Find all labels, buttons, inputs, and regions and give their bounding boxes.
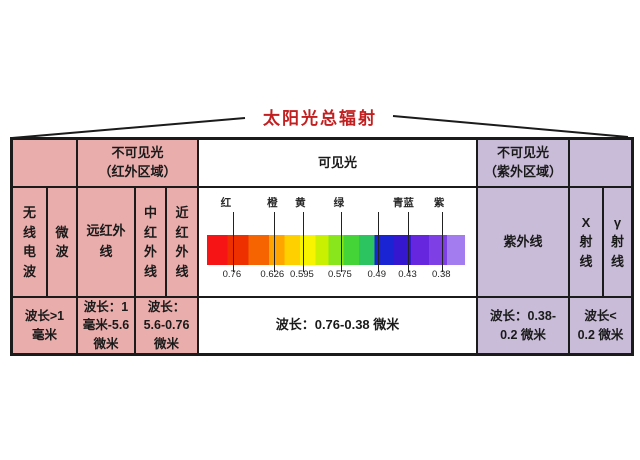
spectrum-tick [232,212,234,272]
band-mid-infrared: 中红外线 [135,187,166,297]
spectrum-wavelength-value: 0.43 [398,269,417,280]
spectrum-color-label: 橙 [267,197,278,209]
spectrum: 红 橙 黄 绿 青蓝 紫 0.76 0.626 0.595 0.575 0.49 0.43 0.38 [199,188,476,296]
wavelength-far-infrared: 波长：1 毫米-5.6 微米 [77,297,135,354]
spectrum-wavelength-value: 0.595 [290,269,314,280]
wavelength-radio: 波长>1 毫米 [12,297,77,354]
wavelength-ultraviolet: 波长：0.38- 0.2 微米 [477,297,569,354]
spectrum-color-label: 黄 [295,197,306,209]
spectrum-wavelength-value: 0.49 [367,269,386,280]
roof-line-right-icon [392,115,629,138]
band-xray: X射线 [569,187,603,297]
wavelength-mid-near-infrared: 波长： 5.6-0.76 微米 [135,297,198,354]
band-microwave-label: 微波 [55,224,69,260]
spectrum-table: 不可见光 （红外区域） 可见光 不可见光 （紫外区域） 无线电波 微波 远红外线… [10,137,634,356]
band-mid-infrared-label: 中红外线 [143,205,157,279]
band-gamma-label: γ射线 [610,214,624,269]
band-xray-label: X射线 [579,214,593,269]
band-ultraviolet: 紫外线 [477,187,569,297]
band-gamma: γ射线 [603,187,632,297]
header-invisible-ultraviolet: 不可见光 （紫外区域） [477,139,569,187]
spectrum-color-label: 青蓝 [392,197,414,209]
band-radio-label: 无线电波 [22,205,36,279]
header-radio-micro-empty [12,139,77,187]
wavelength-xray-gamma: 波长< 0.2 微米 [569,297,632,354]
band-far-infrared-label: 远红外线 [86,223,126,259]
header-xray-gamma-empty [569,139,632,187]
band-near-infrared: 近红外线 [166,187,198,297]
band-microwave: 微波 [47,187,77,297]
spectrum-wavelength-value: 0.575 [328,269,352,280]
spectrum-color-label: 紫 [433,197,445,209]
spectrum-wavelength-value: 0.626 [260,269,285,280]
spectrum-color-label: 红 [220,197,232,209]
spectrum-wavelength-value: 0.38 [432,269,451,280]
diagram-title: 太阳光总辐射 [257,104,383,129]
spectrum-tick [341,212,343,272]
spectrum-tick [273,212,275,272]
spectrum-tick [303,212,305,272]
spectrum-gradient-bar [207,235,466,265]
header-invisible-infrared: 不可见光 （红外区域） [77,139,198,187]
spectrum-wavelength-value: 0.76 [222,269,242,280]
spectrum-tick [377,212,379,272]
wavelength-visible: 波长：0.76-0.38 微米 [198,297,477,354]
spectrum-tick [408,212,410,272]
roof-line-left-icon [11,117,246,139]
spectrum-tick [442,212,444,272]
header-visible-light: 可见光 [198,139,477,187]
band-near-infrared-label: 近红外线 [175,205,189,279]
band-ultraviolet-label: 紫外线 [503,233,543,249]
spectrum-color-label: 绿 [333,197,345,209]
band-far-infrared: 远红外线 [77,187,135,297]
band-radio-waves: 无线电波 [12,187,47,297]
band-visible-spectrum: 红 橙 黄 绿 青蓝 紫 0.76 0.626 0.595 0.575 0.49 0.43 0.38 [198,187,477,297]
